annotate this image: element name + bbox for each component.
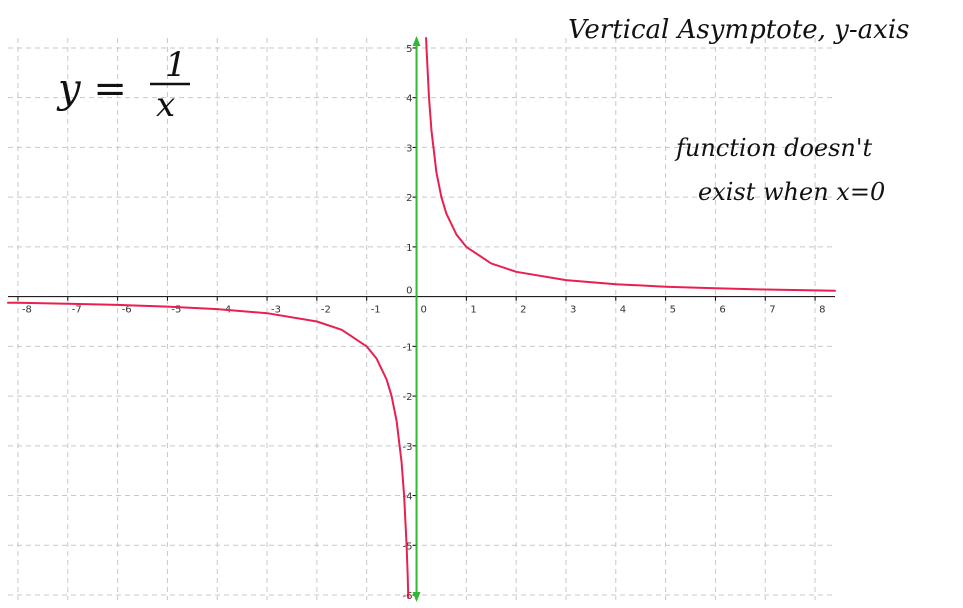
y-tick-label: 4 [406,94,412,105]
y-tick-label: 0 [406,286,412,297]
formula-lhs: y = [56,66,127,112]
note-line-1: function doesn't [674,134,872,162]
x-tick-label: -7 [72,305,82,316]
vertical-asymptote [412,36,421,602]
x-tick-label: -2 [321,305,331,316]
asymptote-arrow-top-icon [412,36,421,46]
curve-branch-right [425,37,836,292]
x-tick-label: 6 [719,305,725,316]
y-tick-label: -2 [403,392,413,403]
x-tick-label: -1 [371,305,381,316]
asymptote-title: Vertical Asymptote, y-axis [568,15,909,45]
x-tick-label: 3 [570,305,576,316]
x-tick-label: -8 [22,305,32,316]
y-tick-label: 2 [406,193,412,204]
x-tick-label: -3 [271,305,281,316]
curve-branch-left [7,301,410,599]
grid [8,38,835,600]
y-tick-label: 3 [406,143,412,154]
y-tick-label: -4 [403,492,413,503]
tick-labels: -8 -7 -6 -5 -4 -3 -2 -1 0 1 2 3 4 5 6 7 8-6-5-4-3-2-1012… [17,44,825,602]
curve [7,37,836,599]
x-tick-label: -5 [171,305,181,316]
formula: y = 1 x [56,45,190,125]
x-tick-label: 8 [819,305,825,316]
y-tick-label: -3 [403,442,413,453]
x-tick-label: 2 [520,305,526,316]
x-tick-label: 0 [421,305,427,316]
x-tick-label: 5 [670,305,676,316]
x-tick-label: 7 [769,305,775,316]
formula-numerator: 1 [165,45,187,85]
note-line-2: exist when x=0 [698,178,885,206]
asymptote-arrow-bottom-icon [412,592,421,602]
y-tick-label: -1 [403,342,413,353]
x-tick-label: 1 [470,305,476,316]
y-tick-label: 5 [406,44,412,55]
y-tick-label: 1 [406,243,412,254]
x-tick-label: -6 [122,305,132,316]
formula-denominator: x [156,85,175,125]
x-tick-label: 4 [620,305,626,316]
